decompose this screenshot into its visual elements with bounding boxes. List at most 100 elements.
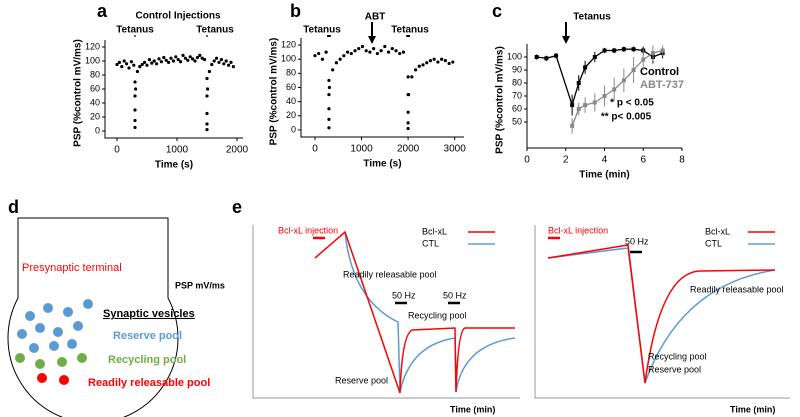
marker — [583, 65, 588, 70]
marker — [641, 57, 646, 62]
y-tick-label: 100 — [281, 54, 296, 64]
marker — [602, 94, 607, 98]
point — [443, 59, 447, 63]
point — [227, 63, 231, 67]
point — [447, 61, 451, 66]
point — [390, 47, 394, 51]
marker — [554, 53, 559, 58]
marker — [592, 55, 597, 59]
point — [152, 59, 156, 63]
point — [181, 53, 185, 58]
y-axis-label: PSP (%control mV/ms) — [269, 38, 280, 146]
reserve-label: Reserve pool — [113, 330, 182, 342]
point — [135, 69, 139, 74]
annotation: Tetanus — [196, 25, 234, 36]
point — [133, 125, 137, 130]
terminal-outline — [7, 217, 179, 417]
legend-entry: CTL — [422, 238, 439, 248]
marker — [576, 107, 581, 111]
point — [203, 58, 207, 62]
point — [132, 63, 136, 67]
y-tick-label: 120 — [281, 39, 296, 49]
marker — [570, 123, 575, 128]
point — [425, 61, 429, 65]
point — [224, 59, 228, 63]
legend-entry: Bcl-xL — [705, 226, 730, 236]
axis — [300, 38, 464, 138]
arrow-head — [562, 36, 570, 44]
y-tick-label: 100 — [507, 51, 522, 61]
recycling-label: Recycling pool — [408, 310, 467, 320]
x-axis-label: Time (s) — [155, 160, 193, 171]
x-tick-label: 2000 — [397, 144, 420, 155]
readily-label: Readily releasable pool — [343, 269, 437, 279]
marker — [621, 78, 626, 83]
point — [122, 59, 126, 63]
e-xlabel: Time (min) — [730, 404, 775, 414]
point — [440, 57, 444, 61]
point — [345, 50, 350, 54]
annotation: Tetanus — [116, 25, 154, 36]
point — [313, 54, 317, 58]
point — [169, 56, 173, 60]
point — [205, 111, 209, 116]
marker — [570, 103, 575, 108]
point — [176, 58, 180, 62]
marker — [621, 47, 626, 52]
point — [205, 76, 209, 81]
point — [217, 60, 221, 64]
point — [147, 58, 151, 62]
point — [179, 60, 183, 64]
point — [191, 57, 195, 61]
point — [375, 51, 379, 56]
point — [324, 50, 328, 54]
point — [349, 51, 353, 56]
point — [357, 47, 361, 51]
y-axis-label: PSP (%control mV/ms) — [495, 46, 506, 154]
recycling-label: Recycling pool — [648, 351, 707, 361]
point — [127, 66, 131, 70]
marker — [602, 48, 607, 53]
point — [188, 55, 192, 59]
point — [212, 59, 216, 63]
point — [406, 92, 411, 97]
marker — [650, 51, 655, 56]
point — [193, 59, 197, 63]
x-tick-label: 3000 — [444, 144, 467, 155]
point — [368, 50, 372, 54]
point — [133, 94, 137, 98]
y-tick-label: 60 — [286, 82, 296, 92]
annotation: Tetanus — [391, 25, 429, 36]
point — [205, 94, 209, 98]
y-tick-label: 80 — [90, 69, 100, 79]
legend-entry: Control — [640, 66, 679, 78]
legend-entry: CTL — [705, 238, 722, 248]
marker — [631, 68, 636, 72]
annotation: Tetanus — [573, 12, 611, 23]
panel-label: d — [8, 197, 19, 217]
point — [195, 55, 199, 60]
point — [421, 63, 425, 67]
arrow-head — [368, 36, 376, 44]
y-tick-label: 0 — [95, 125, 100, 135]
marker — [631, 47, 636, 52]
y-tick-label: 80 — [512, 77, 522, 87]
point — [162, 55, 166, 60]
x-tick-label: 4 — [602, 155, 608, 166]
point — [338, 57, 342, 61]
annotation: * p < 0.05 — [610, 98, 654, 109]
recycling-label: Recycling pool — [108, 354, 186, 366]
point — [231, 65, 235, 69]
vesicles-label: Synaptic vesicles — [103, 308, 195, 320]
point — [334, 61, 338, 65]
point — [129, 60, 133, 64]
point — [406, 121, 410, 125]
y-tick-label: 70 — [512, 90, 522, 100]
y-tick-label: 80 — [286, 68, 296, 78]
hz-label: 50 Hz — [443, 290, 467, 300]
point — [428, 59, 433, 63]
marker — [612, 48, 617, 53]
point — [417, 64, 421, 68]
panel-label: e — [232, 197, 242, 217]
point — [327, 92, 331, 97]
